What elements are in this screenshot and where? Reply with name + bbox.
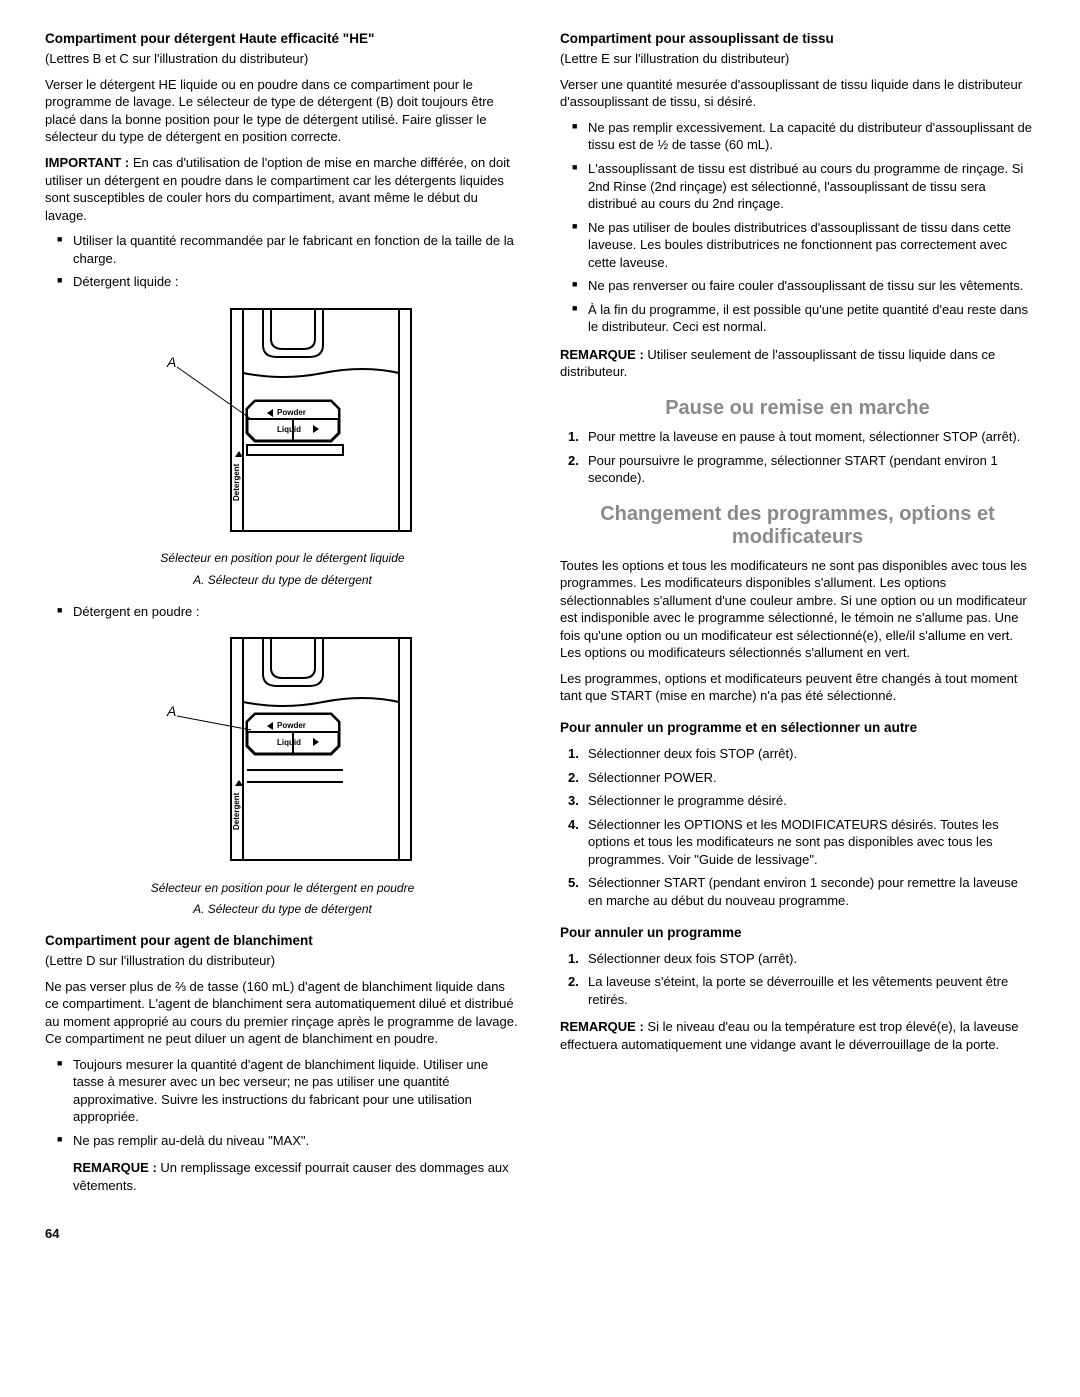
bleach-subtitle: (Lettre D sur l'illustration du distribu… (45, 952, 520, 970)
change-o2: Sélectionner POWER. (560, 769, 1035, 787)
dispenser-powder-diagram: Powder Liquid Detergent A (143, 630, 423, 870)
detergent-label-2: Detergent (232, 792, 241, 830)
change-c2: La laveuse s'éteint, la porte se déverro… (560, 973, 1035, 1008)
left-column: Compartiment pour détergent Haute effica… (45, 30, 520, 1242)
pause-heading: Pause ou remise en marche (560, 397, 1035, 420)
softener-b4: Ne pas renverser ou faire couler d'assou… (560, 277, 1035, 295)
section-he-detergent: Compartiment pour détergent Haute effica… (45, 30, 520, 918)
bleach-remark-label: REMARQUE : (73, 1160, 157, 1175)
softener-title: Compartiment pour assouplissant de tissu (560, 30, 1035, 48)
fig2-caption2: A. Sélecteur du type de détergent (45, 902, 520, 918)
section-softener: Compartiment pour assouplissant de tissu… (560, 30, 1035, 381)
bleach-p1: Ne pas verser plus de ⅔ de tasse (160 mL… (45, 978, 520, 1048)
he-subtitle: (Lettres B et C sur l'illustration du di… (45, 50, 520, 68)
detergent-label: Detergent (232, 463, 241, 501)
figure-powder: Powder Liquid Detergent A Sélecteur en p… (45, 630, 520, 918)
page-content: Compartiment pour détergent Haute effica… (45, 30, 1035, 1242)
he-title: Compartiment pour détergent Haute effica… (45, 30, 520, 48)
change-o5: Sélectionner START (pendant environ 1 se… (560, 874, 1035, 909)
he-bullet-1: Utiliser la quantité recommandée par le … (45, 232, 520, 267)
dispenser-liquid-diagram: Powder Liquid Detergent A (143, 301, 423, 541)
bleach-b2: Ne pas remplir au-delà du niveau "MAX". (45, 1132, 520, 1150)
pause-o2: Pour poursuivre le programme, sélectionn… (560, 452, 1035, 487)
label-a-2: A (166, 703, 176, 719)
powder-label-2: Powder (277, 721, 306, 730)
softener-b2: L'assouplissant de tissu est distribué a… (560, 160, 1035, 213)
change-o4: Sélectionner les OPTIONS et les MODIFICA… (560, 816, 1035, 869)
bleach-b1: Toujours mesurer la quantité d'agent de … (45, 1056, 520, 1126)
section-change: Changement des programmes, options et mo… (560, 503, 1035, 1054)
fig1-caption1: Sélecteur en position pour le détergent … (45, 551, 520, 567)
fig1-caption2: A. Sélecteur du type de détergent (45, 573, 520, 589)
pause-o1: Pour mettre la laveuse en pause à tout m… (560, 428, 1035, 446)
change-p1: Toutes les options et tous les modificat… (560, 557, 1035, 662)
softener-b3: Ne pas utiliser de boules distributrices… (560, 219, 1035, 272)
softener-bullets: Ne pas remplir excessivement. La capacit… (560, 119, 1035, 336)
change-sub2: Pour annuler un programme (560, 924, 1035, 942)
he-important: IMPORTANT : En cas d'utilisation de l'op… (45, 154, 520, 224)
softener-b5: À la fin du programme, il est possible q… (560, 301, 1035, 336)
change-list-2: Sélectionner deux fois STOP (arrêt). La … (560, 950, 1035, 1009)
bleach-remark: REMARQUE : Un remplissage excessif pourr… (45, 1159, 520, 1194)
change-remark-label: REMARQUE : (560, 1019, 644, 1034)
liquid-label: Liquid (277, 425, 301, 434)
change-p2: Les programmes, options et modificateurs… (560, 670, 1035, 705)
bleach-bullets: Toujours mesurer la quantité d'agent de … (45, 1056, 520, 1150)
he-bullets-1: Utiliser la quantité recommandée par le … (45, 232, 520, 291)
change-o1: Sélectionner deux fois STOP (arrêt). (560, 745, 1035, 763)
liquid-label-2: Liquid (277, 738, 301, 747)
right-column: Compartiment pour assouplissant de tissu… (560, 30, 1035, 1242)
important-label: IMPORTANT : (45, 155, 129, 170)
softener-remark: REMARQUE : Utiliser seulement de l'assou… (560, 346, 1035, 381)
he-bullet-2: Détergent liquide : (45, 273, 520, 291)
he-bullets-2: Détergent en poudre : (45, 603, 520, 621)
section-bleach: Compartiment pour agent de blanchiment (… (45, 932, 520, 1195)
page-number: 64 (45, 1225, 520, 1243)
softener-remark-label: REMARQUE : (560, 347, 644, 362)
fig2-caption1: Sélecteur en position pour le détergent … (45, 881, 520, 897)
powder-label: Powder (277, 408, 306, 417)
change-list-1: Sélectionner deux fois STOP (arrêt). Sél… (560, 745, 1035, 909)
softener-p1: Verser une quantité mesurée d'assoupliss… (560, 76, 1035, 111)
he-paragraph-1: Verser le détergent HE liquide ou en pou… (45, 76, 520, 146)
change-sub1: Pour annuler un programme et en sélectio… (560, 719, 1035, 737)
he-bullet-3: Détergent en poudre : (45, 603, 520, 621)
bleach-title: Compartiment pour agent de blanchiment (45, 932, 520, 950)
change-remark: REMARQUE : Si le niveau d'eau ou la temp… (560, 1018, 1035, 1053)
figure-liquid: Powder Liquid Detergent A Sélecteur en p… (45, 301, 520, 589)
softener-b1: Ne pas remplir excessivement. La capacit… (560, 119, 1035, 154)
softener-subtitle: (Lettre E sur l'illustration du distribu… (560, 50, 1035, 68)
section-pause: Pause ou remise en marche Pour mettre la… (560, 397, 1035, 487)
pause-list: Pour mettre la laveuse en pause à tout m… (560, 428, 1035, 487)
change-o3: Sélectionner le programme désiré. (560, 792, 1035, 810)
change-c1: Sélectionner deux fois STOP (arrêt). (560, 950, 1035, 968)
change-heading: Changement des programmes, options et mo… (560, 503, 1035, 549)
label-a: A (166, 354, 176, 370)
